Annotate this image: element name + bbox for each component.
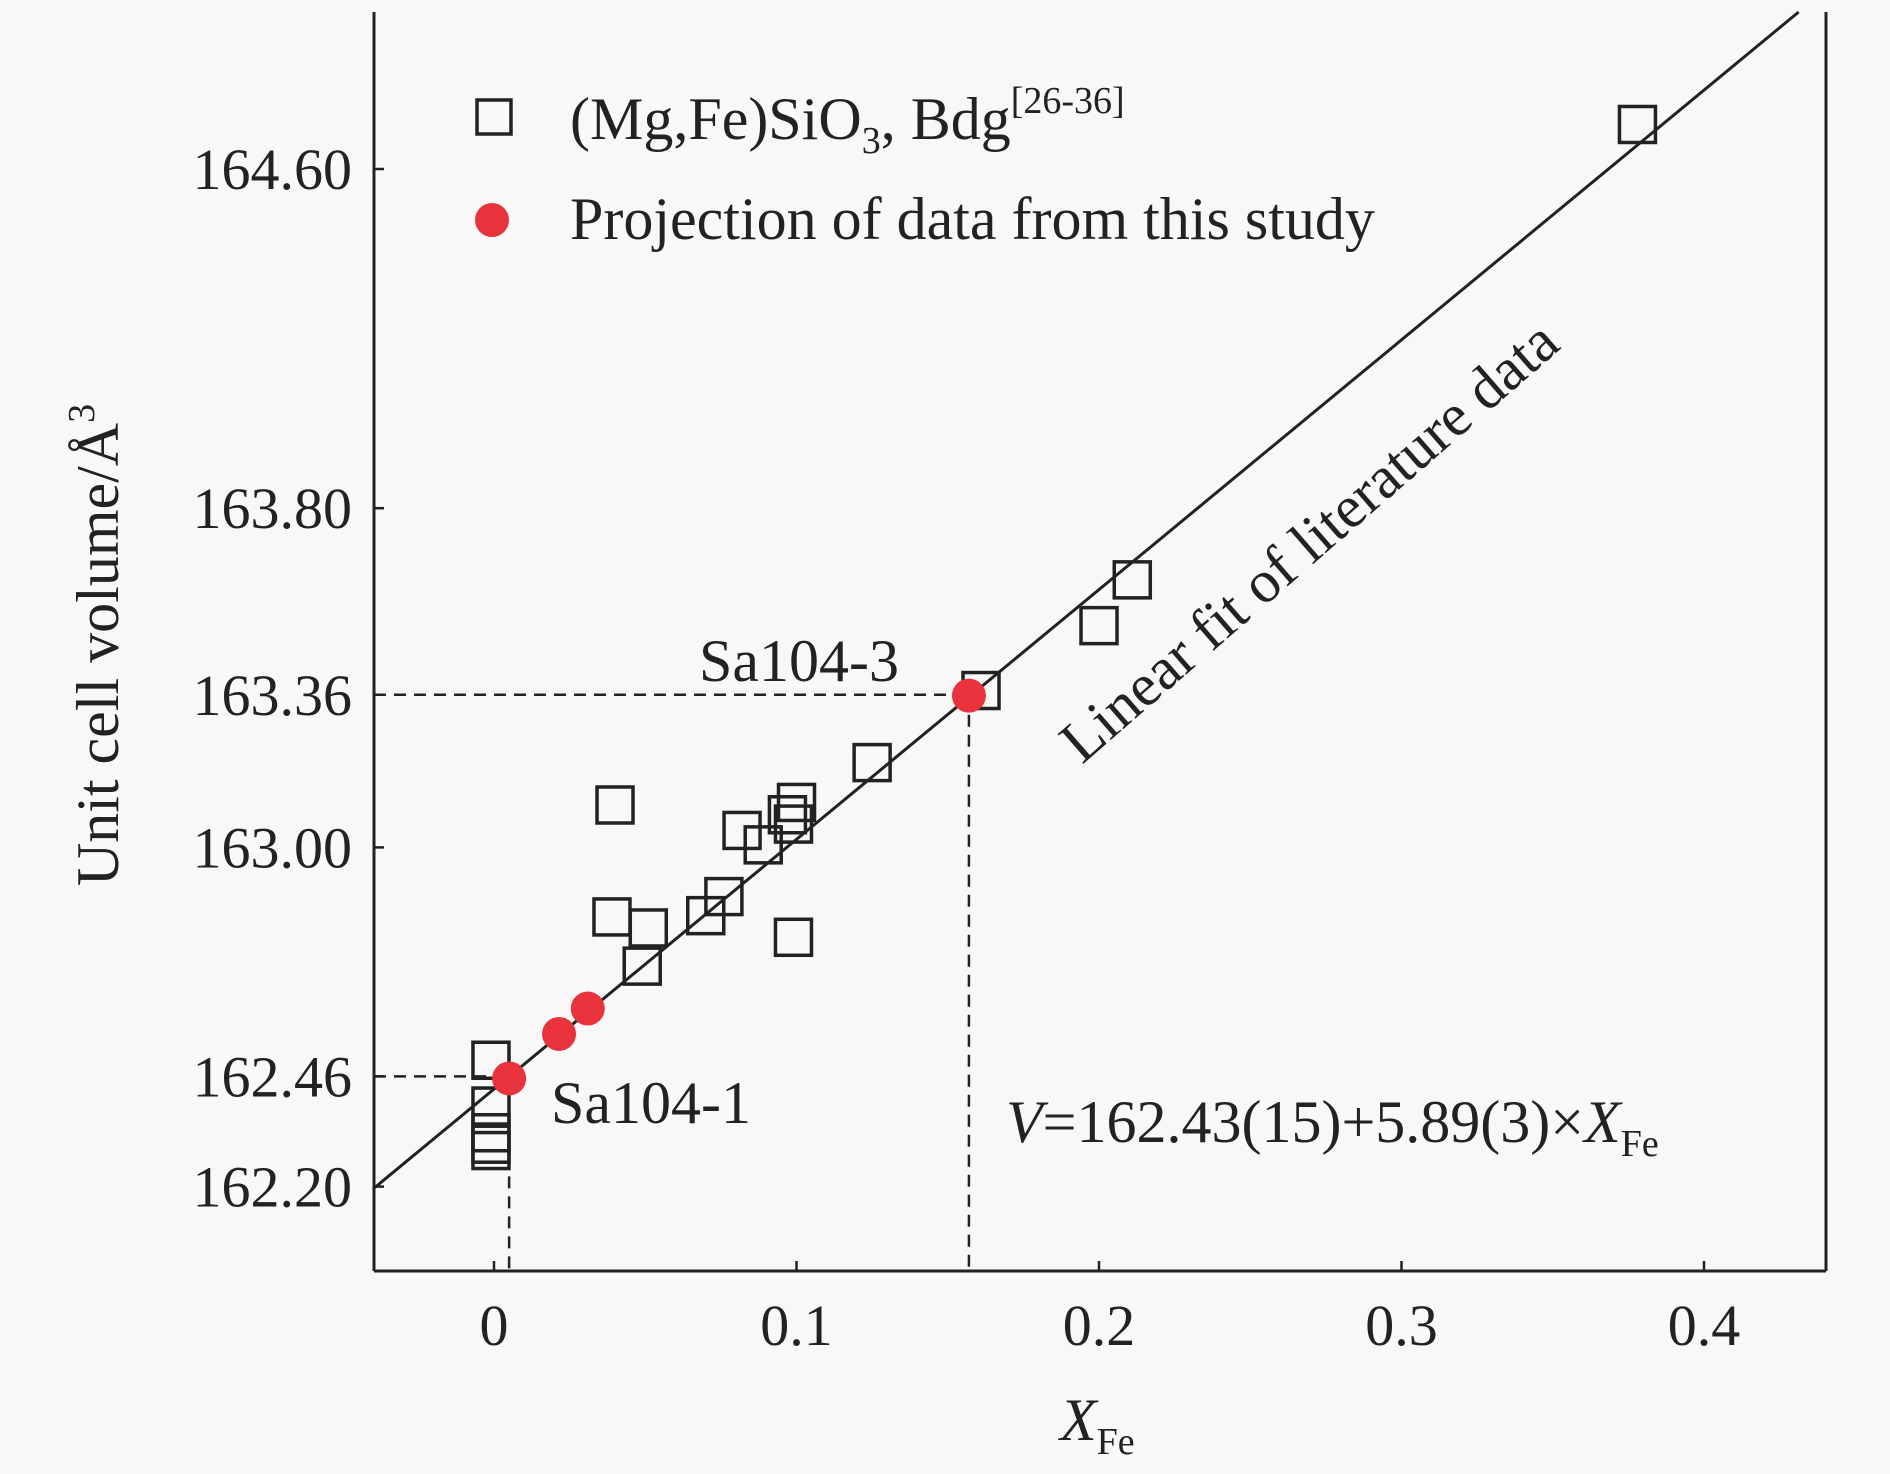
study-point [542, 1016, 577, 1051]
literature-point [471, 1086, 511, 1126]
y-tick-label: 164.60 [193, 137, 353, 202]
literature-point [776, 782, 817, 823]
literature-point [686, 895, 726, 936]
fit-line [372, 10, 1800, 1191]
literature-point [852, 742, 892, 783]
y-tick-label: 163.00 [193, 815, 353, 880]
literature-point [592, 897, 632, 937]
legend-label-this-study: Projection of data from this study [570, 186, 1375, 252]
x-tick-label: 0.4 [1668, 1293, 1741, 1358]
literature-point [622, 946, 662, 986]
literature-point [471, 1040, 511, 1080]
y-tick-label: 162.46 [193, 1044, 353, 1109]
literature-point [722, 810, 762, 851]
y-tick-label: 163.36 [193, 663, 353, 728]
x-tick-label: 0.2 [1063, 1293, 1136, 1358]
fit-line-label: Linear fit of literature data [1047, 308, 1571, 775]
literature-point [471, 1130, 511, 1171]
literature-point [1112, 560, 1153, 600]
literature-point [773, 804, 814, 844]
study-point [492, 1061, 527, 1096]
literature-point [595, 785, 635, 825]
literature-point [767, 795, 808, 835]
legend: (Mg,Fe)SiO3, Bdg[26-36] Projection of da… [475, 80, 1375, 252]
literature-point [743, 825, 783, 865]
literature-point [1079, 605, 1119, 646]
y-axis-label: Unit cell volume/Å3 [61, 404, 131, 886]
study-point [951, 678, 986, 713]
y-tick-label: 163.80 [193, 476, 353, 541]
literature-point [628, 908, 669, 948]
legend-circle-marker [475, 203, 509, 237]
literature-point [773, 917, 814, 958]
fit-equation: V=162.43(15)+5.89(3)×XFe [1006, 1089, 1659, 1165]
annotation-sa104-3: Sa104-3 [699, 628, 899, 694]
x-axis-label: XFe [1058, 1387, 1135, 1463]
legend-label-literature: (Mg,Fe)SiO3, Bdg[26-36] [570, 80, 1125, 162]
legend-square-marker [475, 98, 513, 136]
x-tick-label: 0.1 [760, 1293, 833, 1358]
literature-point [1617, 104, 1658, 145]
x-tick-label: 0 [480, 1293, 509, 1358]
x-tick-label: 0.3 [1365, 1293, 1438, 1358]
y-tick-label: 162.20 [193, 1155, 353, 1220]
study-point [570, 991, 605, 1026]
annotation-sa104-1: Sa104-1 [551, 1070, 751, 1136]
